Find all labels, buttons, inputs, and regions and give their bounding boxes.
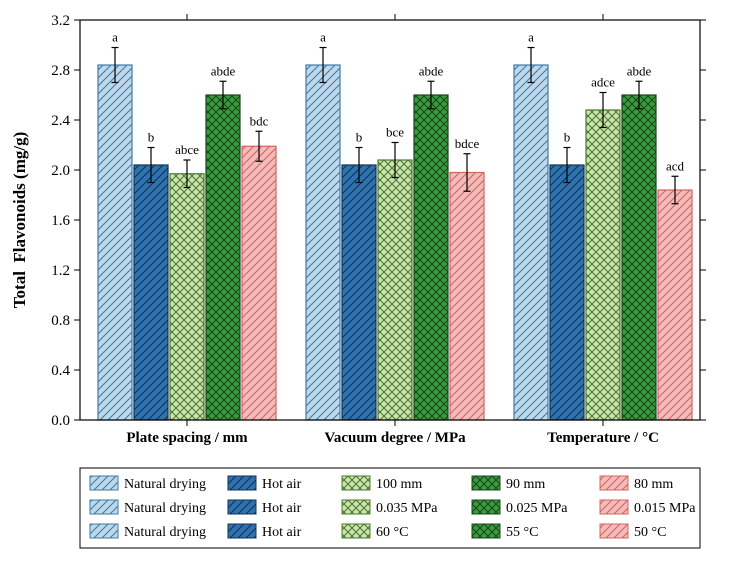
legend-swatch xyxy=(342,500,370,514)
bar-annotation: b xyxy=(564,130,571,145)
bar-annotation: bdc xyxy=(250,113,269,128)
bar xyxy=(206,95,240,420)
bar xyxy=(342,165,376,420)
chart-root: 0.0 0.4 0.8 1.2 1.6 2.0 2.4 2.8 3.2 Total Flavono… xyxy=(0,0,740,565)
bar-annotation: abde xyxy=(419,63,444,78)
legend-swatch xyxy=(472,476,500,490)
bar xyxy=(550,165,584,420)
bar xyxy=(242,146,276,420)
bar-annotation: adce xyxy=(591,75,615,90)
legend-label: Hot air xyxy=(262,501,302,516)
bar-annotation: a xyxy=(112,30,118,45)
legend-swatch xyxy=(228,476,256,490)
legend-swatch xyxy=(90,524,118,538)
group-label: Temperature / °C xyxy=(547,430,659,446)
bar-annotation: b xyxy=(356,130,363,145)
bar xyxy=(414,95,448,420)
y-tick-label: 0.4 xyxy=(51,363,70,379)
bar xyxy=(514,65,548,420)
legend-swatch xyxy=(472,524,500,538)
legend-swatch xyxy=(228,524,256,538)
bar-annotation: abce xyxy=(175,142,199,157)
legend-label: 80 mm xyxy=(634,477,673,492)
y-tick-label: 3.2 xyxy=(51,13,70,29)
bar xyxy=(622,95,656,420)
legend-label: Natural drying xyxy=(124,525,206,540)
y-tick-label: 1.6 xyxy=(51,213,70,229)
bar-annotation: abde xyxy=(211,63,236,78)
bar xyxy=(170,174,204,420)
bar xyxy=(450,173,484,421)
legend-label: 0.015 MPa xyxy=(634,501,696,516)
bar-annotation: acd xyxy=(666,158,685,173)
bar xyxy=(134,165,168,420)
bar-annotation: a xyxy=(528,30,534,45)
legend-swatch xyxy=(342,524,370,538)
y-tick-label: 2.8 xyxy=(51,63,70,79)
legend-label: 90 mm xyxy=(506,477,545,492)
group-label: Vacuum degree / MPa xyxy=(324,430,466,446)
legend-swatch xyxy=(342,476,370,490)
bar xyxy=(586,110,620,420)
legend-swatch xyxy=(600,476,628,490)
y-tick-label: 2.0 xyxy=(51,163,70,179)
legend-swatch xyxy=(600,500,628,514)
legend-label: 0.025 MPa xyxy=(506,501,568,516)
y-tick-label: 0.0 xyxy=(51,413,70,429)
y-tick-label: 1.2 xyxy=(51,263,70,279)
legend-label: 60 °C xyxy=(376,525,408,540)
legend-label: 55 °C xyxy=(506,525,538,540)
bar xyxy=(658,190,692,420)
legend-label: Natural drying xyxy=(124,501,206,516)
y-axis-label: Total Flavonoids (mg/g) xyxy=(10,132,29,308)
bar-annotation: abde xyxy=(627,63,652,78)
legend-label: Hot air xyxy=(262,525,302,540)
bar xyxy=(378,160,412,420)
legend-label: 0.035 MPa xyxy=(376,501,438,516)
legend-label: Natural drying xyxy=(124,477,206,492)
group-label: Plate spacing / mm xyxy=(126,430,248,446)
y-tick-label: 0.8 xyxy=(51,313,70,329)
bar xyxy=(306,65,340,420)
legend-label: 100 mm xyxy=(376,477,422,492)
bar-annotation: bce xyxy=(386,125,404,140)
legend-swatch xyxy=(228,500,256,514)
bar-annotation: bdce xyxy=(455,136,480,151)
bar-annotation: b xyxy=(148,130,155,145)
legend-label: 50 °C xyxy=(634,525,666,540)
bar-annotation: a xyxy=(320,30,326,45)
legend-swatch xyxy=(90,500,118,514)
y-tick-label: 2.4 xyxy=(51,113,70,129)
legend-swatch xyxy=(600,524,628,538)
legend-swatch xyxy=(90,476,118,490)
legend-swatch xyxy=(472,500,500,514)
bar xyxy=(98,65,132,420)
legend-label: Hot air xyxy=(262,477,302,492)
